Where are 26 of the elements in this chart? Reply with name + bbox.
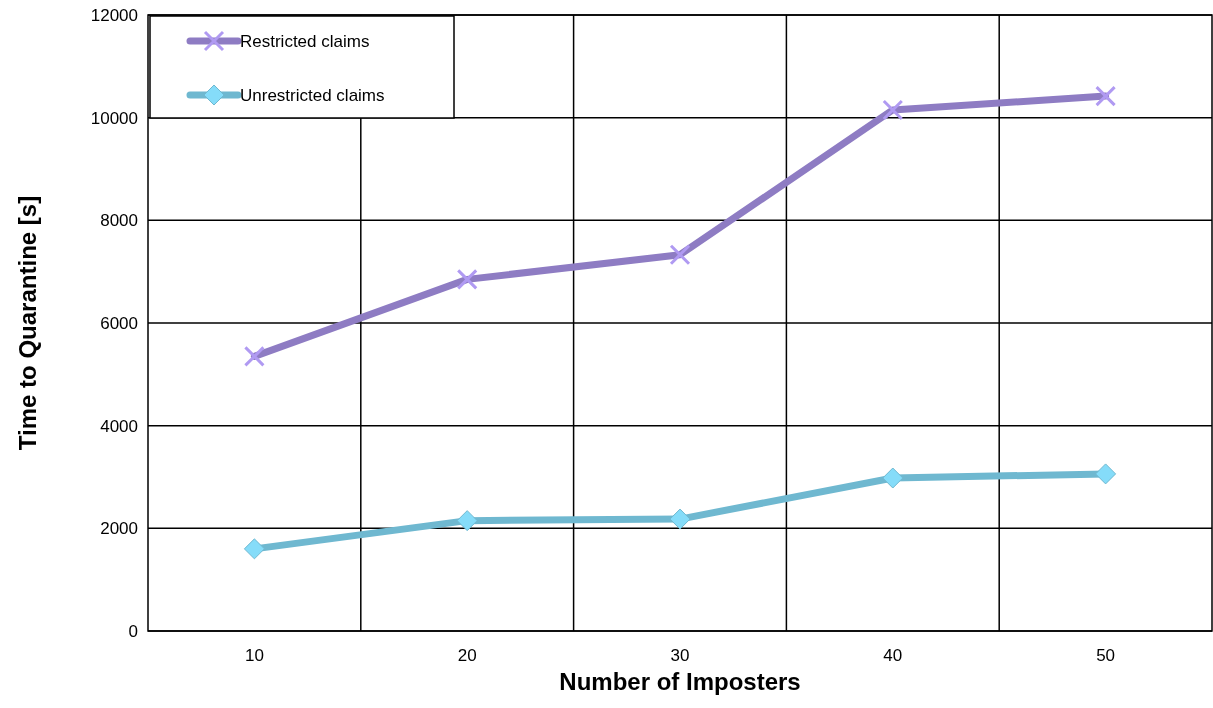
x-tick-label: 30 bbox=[670, 646, 690, 665]
legend-label: Unrestricted claims bbox=[240, 85, 385, 105]
point bbox=[456, 268, 478, 290]
y-tick-label: 12000 bbox=[90, 5, 138, 25]
point bbox=[669, 244, 691, 266]
legend-label: Restricted claims bbox=[240, 31, 370, 51]
x-tick-label: 50 bbox=[1096, 646, 1116, 665]
x-tick-label: 20 bbox=[457, 646, 477, 665]
x-tick-label: 40 bbox=[883, 646, 903, 665]
point bbox=[669, 508, 691, 530]
point bbox=[243, 538, 265, 560]
point bbox=[882, 467, 904, 489]
x-tick-label: 10 bbox=[244, 646, 264, 665]
x-axis-title: Number of Imposters bbox=[559, 668, 801, 695]
y-axis-title: Time to Quarantine [s] bbox=[14, 195, 41, 451]
y-tick-label: 2000 bbox=[100, 519, 138, 539]
point bbox=[243, 345, 265, 367]
point bbox=[456, 510, 478, 532]
point bbox=[1095, 463, 1117, 485]
point bbox=[1095, 85, 1117, 107]
y-tick-label: 8000 bbox=[100, 211, 138, 231]
y-tick-label: 0 bbox=[128, 621, 138, 641]
y-tick-label: 6000 bbox=[100, 313, 138, 333]
y-tick-label: 10000 bbox=[90, 108, 138, 128]
y-tick-label: 4000 bbox=[100, 416, 138, 436]
point bbox=[882, 99, 904, 121]
